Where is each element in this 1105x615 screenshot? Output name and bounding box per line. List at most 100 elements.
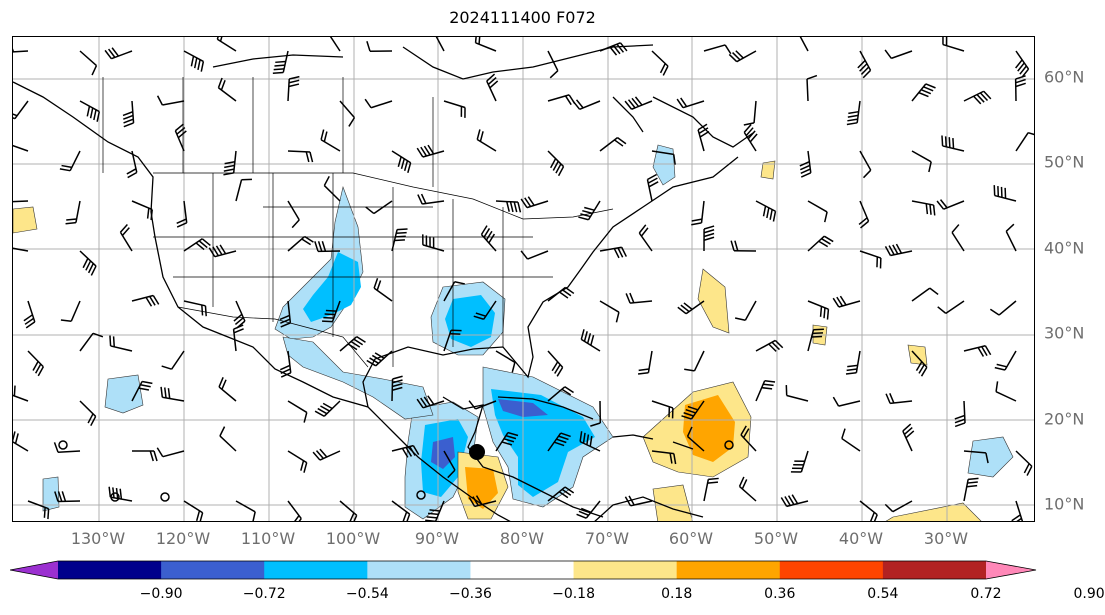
wind-barb xyxy=(320,129,341,152)
wind-barb xyxy=(79,250,97,276)
wind-barb xyxy=(994,350,1017,371)
station-circle xyxy=(724,440,734,450)
station-circle xyxy=(110,492,120,502)
wind-barb xyxy=(323,175,341,202)
wind-barb xyxy=(314,241,341,253)
wind-barb xyxy=(911,150,932,173)
wind-barb xyxy=(312,448,341,461)
lon-label-90w: 90°W xyxy=(414,529,460,548)
colorbar-tick-label: 0.90 xyxy=(1073,586,1105,602)
wind-barb xyxy=(911,83,936,102)
wind-barb xyxy=(373,278,393,302)
wind-barb xyxy=(279,350,292,378)
wind-barb xyxy=(845,350,861,375)
map-canvas xyxy=(13,37,1034,521)
wind-barb xyxy=(161,350,185,370)
wind-barb xyxy=(473,300,497,320)
contour-positive-region xyxy=(697,268,730,334)
lon-label-50w: 50°W xyxy=(753,529,799,548)
wind-barb xyxy=(755,380,776,402)
contour-negative-region xyxy=(967,436,1014,478)
station-circle xyxy=(58,440,68,450)
wind-barb xyxy=(963,450,989,464)
wind-barb xyxy=(859,150,872,179)
wind-barb xyxy=(937,300,965,314)
wind-barb xyxy=(443,100,466,118)
wind-barb xyxy=(287,75,300,102)
wind-barb xyxy=(109,335,133,352)
wind-barb xyxy=(486,73,499,102)
colorbar-extend-low xyxy=(10,561,58,579)
wind-barb xyxy=(936,199,965,210)
wind-barb xyxy=(480,225,497,252)
wind-barb xyxy=(287,400,308,423)
wind-barb xyxy=(780,494,809,508)
wind-barb xyxy=(60,300,81,322)
lon-label-120w: 120°W xyxy=(155,529,211,548)
wind-barb xyxy=(223,150,237,176)
wind-barb xyxy=(122,100,135,128)
colorbar-segment xyxy=(676,561,781,579)
canada-province-lines xyxy=(102,77,434,187)
wind-barb xyxy=(287,150,314,163)
wind-barb xyxy=(391,500,411,521)
wind-barb xyxy=(131,200,153,221)
wind-barb xyxy=(963,90,992,105)
wind-barb xyxy=(183,500,204,521)
lon-label-110w: 110°W xyxy=(240,529,296,548)
wind-barb xyxy=(422,234,445,252)
wind-barb xyxy=(217,77,237,102)
wind-barb xyxy=(208,244,237,258)
wind-barb xyxy=(119,223,133,252)
us-mexico-border xyxy=(177,306,369,368)
lat-label-10n: 10°N xyxy=(1044,494,1085,514)
wind-barb xyxy=(954,400,966,428)
contour-positive-region xyxy=(907,344,928,366)
wind-barb xyxy=(547,94,576,106)
colorbar-tick-label: −0.18 xyxy=(552,586,595,602)
wind-barb xyxy=(287,450,308,473)
wind-barb xyxy=(547,386,574,402)
wind-barb xyxy=(637,350,653,375)
wind-barb xyxy=(65,200,81,225)
wind-barb xyxy=(738,476,757,502)
contour-negative-region xyxy=(282,336,434,420)
wind-barb xyxy=(216,37,237,52)
wind-barb xyxy=(624,495,653,507)
wind-barb xyxy=(365,200,393,215)
wind-barb xyxy=(989,300,1017,316)
wind-barb xyxy=(703,44,732,55)
wind-barb xyxy=(126,150,138,179)
wind-barb xyxy=(651,150,676,165)
wind-barb xyxy=(27,350,44,377)
wind-barb xyxy=(160,386,185,402)
wind-barbs xyxy=(13,37,1034,521)
wind-barb xyxy=(219,426,237,452)
wind-barb xyxy=(416,144,445,158)
wind-barb xyxy=(841,428,861,452)
wind-barb xyxy=(339,336,366,352)
lon-label-40w: 40°W xyxy=(838,529,884,548)
station-circle xyxy=(416,490,426,500)
us-gulf-coast xyxy=(362,156,739,408)
wind-barb xyxy=(468,495,497,508)
wind-barb xyxy=(638,224,653,252)
wind-barb xyxy=(799,37,809,52)
lat-label-40n: 40°N xyxy=(1044,238,1085,258)
wind-barb xyxy=(576,500,601,519)
wind-barb xyxy=(703,225,715,252)
wind-barb xyxy=(329,37,341,52)
markers xyxy=(58,440,734,502)
contour-negative-region xyxy=(42,476,60,512)
wind-barb xyxy=(235,178,253,202)
wind-barb xyxy=(941,135,965,152)
wind-barb xyxy=(53,442,81,453)
wind-barb xyxy=(156,447,185,458)
lon-label-80w: 80°W xyxy=(499,529,545,548)
wind-barb xyxy=(13,431,29,452)
wind-barb xyxy=(580,329,601,352)
storm-center-marker xyxy=(469,444,485,460)
wind-barb xyxy=(755,200,777,222)
wind-barb xyxy=(677,300,705,315)
wind-barb xyxy=(579,431,601,452)
